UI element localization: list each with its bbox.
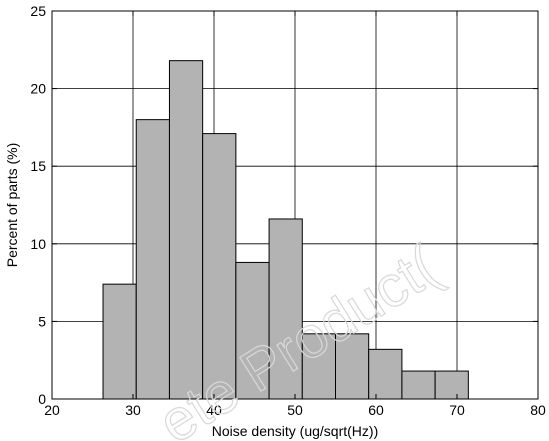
histogram-bar [434,370,469,400]
histogram-bar [335,333,370,400]
x-tick-label: 30 [125,402,141,418]
y-tick-label: 10 [30,236,46,252]
histogram-bar [268,218,303,400]
histogram-bar [401,370,436,400]
histogram-bar [301,333,337,400]
y-axis-title: Percent of parts (%) [4,143,20,268]
y-tick-label: 20 [30,81,46,97]
y-tick-label: 15 [30,158,46,174]
histogram-bar [368,348,403,400]
x-tick-label: 50 [287,402,303,418]
histogram-bar [102,283,137,400]
y-tick-label: 0 [38,391,46,407]
y-tick-label: 5 [38,313,46,329]
histogram-bar [135,119,170,400]
axis-ticks: 20 30 40 50 60 70 80 0 5 10 15 20 25 [30,3,546,418]
x-tick-label: 70 [449,402,465,418]
x-tick-label: 80 [530,402,546,418]
y-tick-label: 25 [30,3,46,19]
x-axis-title: Noise density (ug/sqrt(Hz)) [212,423,379,439]
x-tick-label: 20 [44,402,60,418]
histogram-bar [168,60,204,400]
x-tick-label: 60 [368,402,384,418]
x-tick-label: 40 [206,402,222,418]
histogram-bars [102,60,469,400]
